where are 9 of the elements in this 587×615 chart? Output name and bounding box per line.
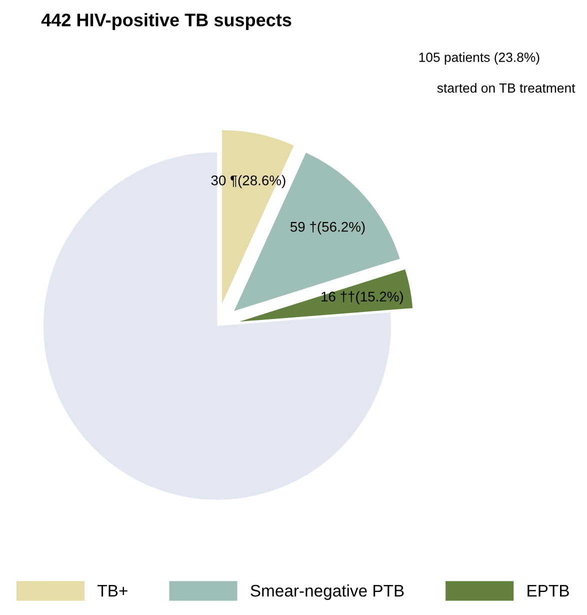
legend-label: TB+ (98, 585, 128, 596)
text: 105 patients (23.8%) (419, 52, 540, 65)
data-label: 16 ††(15.2%) (322, 291, 404, 304)
text: started on TB treatment (437, 83, 576, 93)
data-label: 30 ¶(28.6%) (211, 175, 286, 188)
legend-label: Smear-negative PTB (250, 584, 404, 600)
data-label: 59 †(56.2%) (290, 222, 365, 234)
legend-label: EPTB (528, 585, 569, 596)
chart-title: 442 HIV-positive TB suspects (41, 13, 292, 30)
